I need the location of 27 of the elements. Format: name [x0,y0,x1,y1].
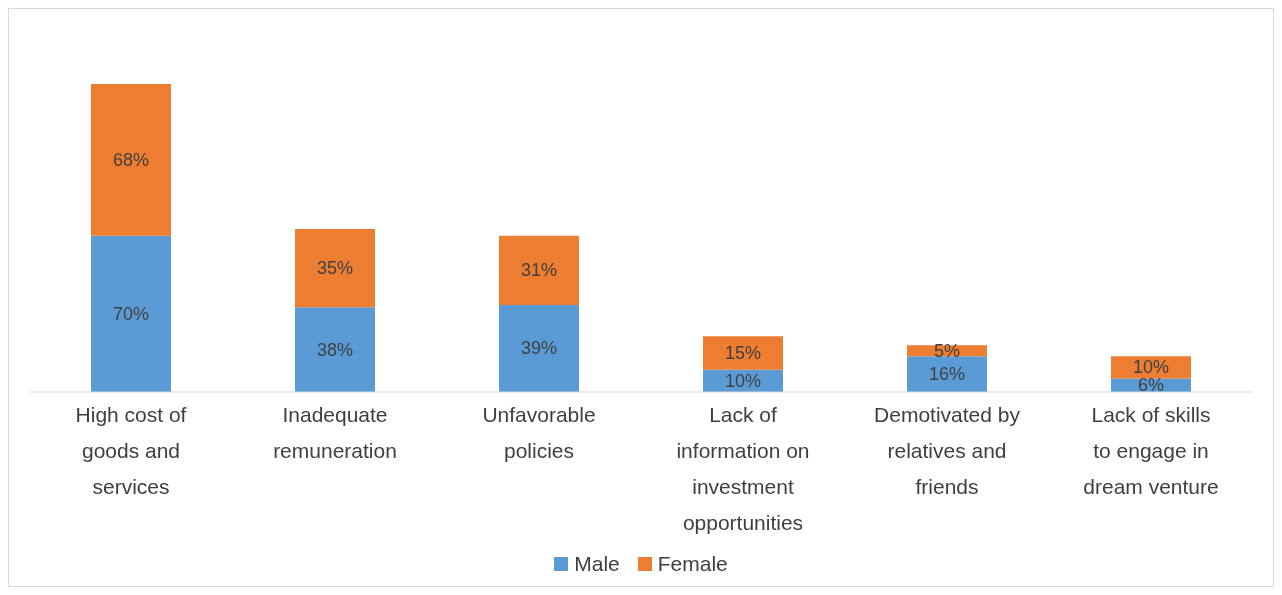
bar [295,307,375,392]
x-tick-label: Unfavorable policies [482,403,596,462]
data-label: 15% [724,342,762,363]
data-label: 39% [520,338,558,359]
data-label: 6% [1137,375,1165,396]
bar [499,304,579,392]
bar [91,235,171,392]
bar [703,336,783,370]
data-label: 16% [928,364,966,385]
data-label: 5% [933,340,961,361]
data-label: 31% [520,260,558,281]
legend-label: Female [656,552,728,576]
bar [295,229,375,308]
x-tick-label: Lack of skills to engage in dream venture [1083,403,1219,498]
data-label: 70% [112,303,150,324]
data-label: 10% [724,370,762,391]
x-tick-label: Inadequate remuneration [273,403,397,462]
bar [499,235,579,305]
data-label: 35% [316,258,354,279]
data-label: 68% [112,149,150,170]
x-tick-label: Lack of information on investment opportunities [676,403,810,534]
legend-label: Male [573,552,620,576]
x-tick-label: Demotivated by relatives and friends [874,403,1021,498]
data-label: 38% [316,339,354,360]
data-label: 10% [1132,357,1170,378]
x-tick-label: High cost of goods and services [75,403,187,498]
bar [91,84,171,236]
